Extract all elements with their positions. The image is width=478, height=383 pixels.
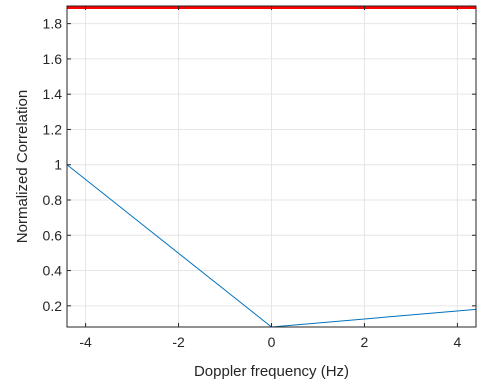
y-tick-label: 1 — [54, 157, 62, 173]
x-tick-label: 4 — [454, 334, 462, 350]
y-tick-label: 0.2 — [43, 298, 63, 314]
y-tick-label: 1.4 — [43, 86, 63, 102]
x-tick-label: -2 — [172, 334, 185, 350]
y-ticks: 0.2 0.4 0.6 0.8 1 1.2 1.4 1.6 1.8 — [43, 16, 476, 314]
y-tick-label: 0.6 — [43, 227, 63, 243]
y-axis-label: Normalized Correlation — [14, 90, 31, 243]
x-tick-label: 0 — [268, 334, 276, 350]
y-tick-label: 1.2 — [43, 121, 63, 137]
x-tick-label: 2 — [361, 334, 369, 350]
x-tick-label: -4 — [79, 334, 92, 350]
grid — [67, 6, 476, 327]
y-tick-label: 1.6 — [43, 51, 63, 67]
y-tick-label: 0.8 — [43, 192, 63, 208]
x-axis-label: Doppler frequency (Hz) — [194, 363, 349, 380]
x-ticks: -4 -2 0 2 4 — [79, 6, 462, 350]
y-tick-label: 1.8 — [43, 16, 63, 32]
y-tick-label: 0.4 — [43, 263, 63, 279]
